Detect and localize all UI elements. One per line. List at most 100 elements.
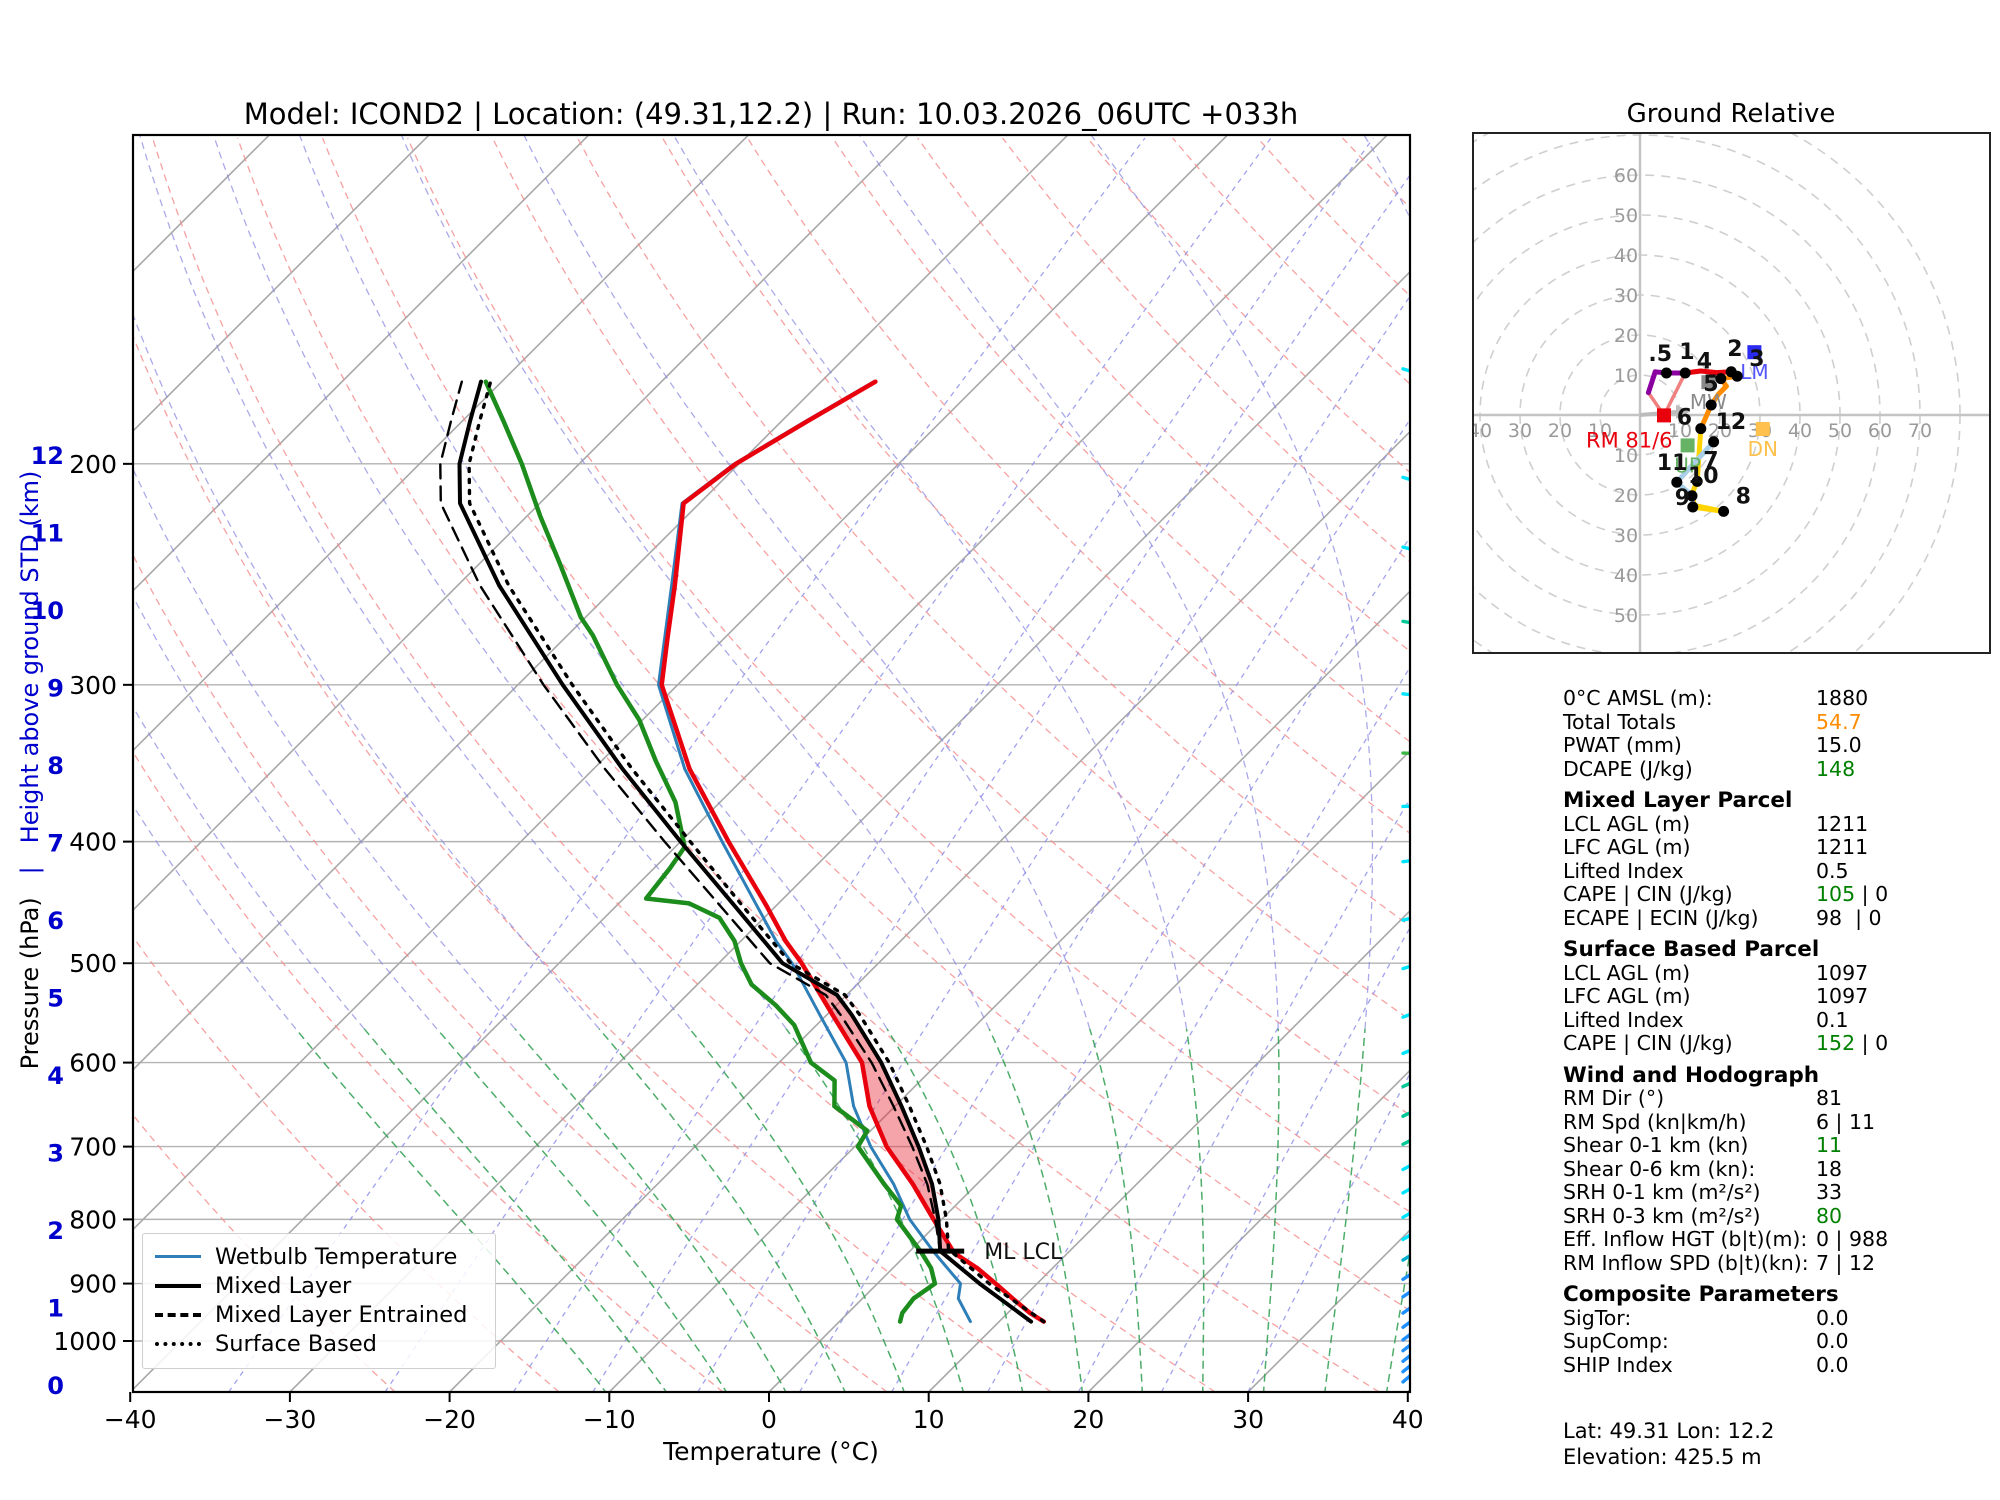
wind-barb: [1401, 1081, 1410, 1089]
svg-text:5: 5: [47, 985, 64, 1013]
hodograph-height-dot: [1691, 475, 1703, 487]
svg-text:10: 10: [1588, 420, 1612, 442]
svg-text:60: 60: [1614, 165, 1638, 187]
svg-text:−40: −40: [104, 1405, 157, 1434]
param-label: CAPE | CIN (J/kg): [1563, 882, 1733, 906]
hodograph-height-dot: [1695, 423, 1707, 435]
svg-text:10: 10: [1614, 365, 1638, 387]
param-label: RM Inflow SPD (b|t)(kn):: [1563, 1250, 1809, 1275]
param-label: LCL AGL (m): [1563, 811, 1691, 836]
param-value: 105 | 0: [1816, 882, 1889, 906]
param-row: LFC AGL (m) 1211: [1563, 835, 1993, 860]
param-row: Shear 0-6 km (kn): 18: [1563, 1156, 1993, 1182]
param-value: 15.0: [1816, 733, 1862, 757]
param-label: LFC AGL (m): [1563, 984, 1691, 1008]
param-row: CAPE | CIN (J/kg) 152 | 0: [1563, 1031, 1993, 1056]
param-value: 6 | 11: [1816, 1109, 1876, 1134]
param-label: SupComp:: [1563, 1329, 1669, 1353]
param-label: Lifted Index: [1563, 858, 1684, 883]
param-value: 0.0: [1816, 1329, 1849, 1353]
hodograph-height-label: 11: [1657, 451, 1688, 476]
hodograph-marker-MW: [1701, 375, 1716, 390]
param-value: 18: [1816, 1156, 1843, 1181]
param-row: PWAT (mm) 15.0: [1563, 733, 1993, 758]
hodograph-frame: [1472, 132, 1991, 654]
svg-text:20: 20: [1614, 325, 1638, 347]
svg-text:40: 40: [1614, 245, 1638, 267]
wind-barb: [1401, 964, 1410, 971]
hodograph-height-label: 6: [1677, 406, 1692, 431]
param-label: LCL AGL (m): [1563, 960, 1691, 985]
legend-item-surface-based: Surface Based: [155, 1329, 485, 1358]
param-value: 1211: [1816, 811, 1869, 836]
svg-text:0: 0: [47, 1372, 64, 1400]
skewt-graticule: [133, 135, 1410, 1392]
wind-barb: [1401, 1233, 1410, 1242]
wind-barb: [1401, 859, 1410, 864]
wind-barb: [1401, 1363, 1410, 1374]
ml-lcl-label: ML LCL: [984, 1240, 1063, 1265]
param-value: 81: [1816, 1086, 1843, 1110]
param-label: Eff. Inflow HGT (b|t)(m):: [1563, 1227, 1808, 1251]
param-row: SupComp: 0.0: [1563, 1329, 1993, 1354]
svg-text:70: 70: [1908, 420, 1932, 442]
y-axis-label-pressure: Pressure (hPa): [16, 897, 44, 1070]
legend-item-wetbulb: Wetbulb Temperature: [155, 1242, 485, 1271]
param-section-header: Mixed Layer Parcel: [1563, 788, 1793, 813]
svg-text:40: 40: [1468, 420, 1492, 442]
param-value: 148: [1816, 756, 1856, 781]
param-value: 11: [1816, 1133, 1843, 1157]
skewt-axes: −40 −30 −20 −10 0 10 20 30 402003004005006007008…: [31, 442, 1424, 1434]
param-label: PWAT (mm): [1563, 733, 1682, 757]
svg-text:700: 700: [69, 1133, 117, 1162]
svg-text:11: 11: [31, 520, 64, 548]
legend-label: Surface Based: [215, 1330, 377, 1357]
svg-text:50: 50: [1828, 420, 1852, 442]
svg-text:10: 10: [1614, 445, 1638, 467]
hodograph-height-dot: [1679, 367, 1691, 379]
wind-barb: [1401, 1373, 1410, 1384]
svg-text:10: 10: [913, 1405, 945, 1434]
hodograph-height-dot: [1705, 399, 1717, 411]
param-label: Lifted Index: [1563, 1007, 1684, 1032]
hodograph-height-dot: [1708, 436, 1720, 448]
param-value: 0.5: [1816, 858, 1849, 883]
wind-barb: [1401, 1048, 1410, 1056]
hodograph-height-dot: [1660, 367, 1672, 379]
hodograph-marker-UP: [1680, 438, 1695, 453]
hodograph-height-dot: [1731, 370, 1743, 382]
svg-text:400: 400: [69, 828, 117, 857]
footer-elevation: Elevation: 425.5 m: [1563, 1445, 1762, 1469]
wind-barb: [1401, 1163, 1410, 1172]
param-value: 1211: [1816, 835, 1869, 859]
svg-text:300: 300: [69, 671, 117, 700]
hodograph-height-label: 8: [1736, 484, 1751, 509]
param-label: Shear 0-6 km (kn):: [1563, 1156, 1756, 1181]
curve-mixed-layer: [457, 379, 1034, 1324]
hodograph-marker-label: LM: [1740, 360, 1768, 384]
param-row: CAPE | CIN (J/kg) 105 | 0: [1563, 882, 1993, 907]
param-label: Shear 0-1 km (kn): [1563, 1133, 1749, 1157]
x-axis-label: Temperature (°C): [663, 1437, 879, 1466]
hodograph-height-label: .5: [1648, 342, 1672, 367]
y-axis-label-height: Height above ground STD (km): [16, 470, 44, 844]
param-row: LCL AGL (m) 1097: [1563, 960, 1993, 986]
wind-barb: [1401, 1187, 1410, 1195]
hodograph-height-label: 4: [1697, 350, 1712, 375]
hodograph-height-dot: [1687, 501, 1699, 513]
svg-text:50: 50: [1614, 605, 1638, 627]
hodograph-marker-label: UP: [1674, 453, 1701, 477]
svg-text:4: 4: [47, 1062, 64, 1090]
mixed-layer-line-sample: [155, 1283, 201, 1288]
hodograph-segment-0-1km: [1645, 369, 1688, 396]
curve-surface-based: [467, 380, 1046, 1324]
inflow-line: [1662, 372, 1687, 417]
wind-barb: [1401, 1320, 1410, 1329]
svg-text:200: 200: [69, 450, 117, 479]
svg-text:6: 6: [47, 907, 64, 935]
wind-barb: [1401, 619, 1410, 625]
param-row: Total Totals 54.7: [1563, 710, 1993, 735]
hodograph-height-dot: [1686, 490, 1698, 502]
param-value: 1097: [1816, 960, 1869, 985]
